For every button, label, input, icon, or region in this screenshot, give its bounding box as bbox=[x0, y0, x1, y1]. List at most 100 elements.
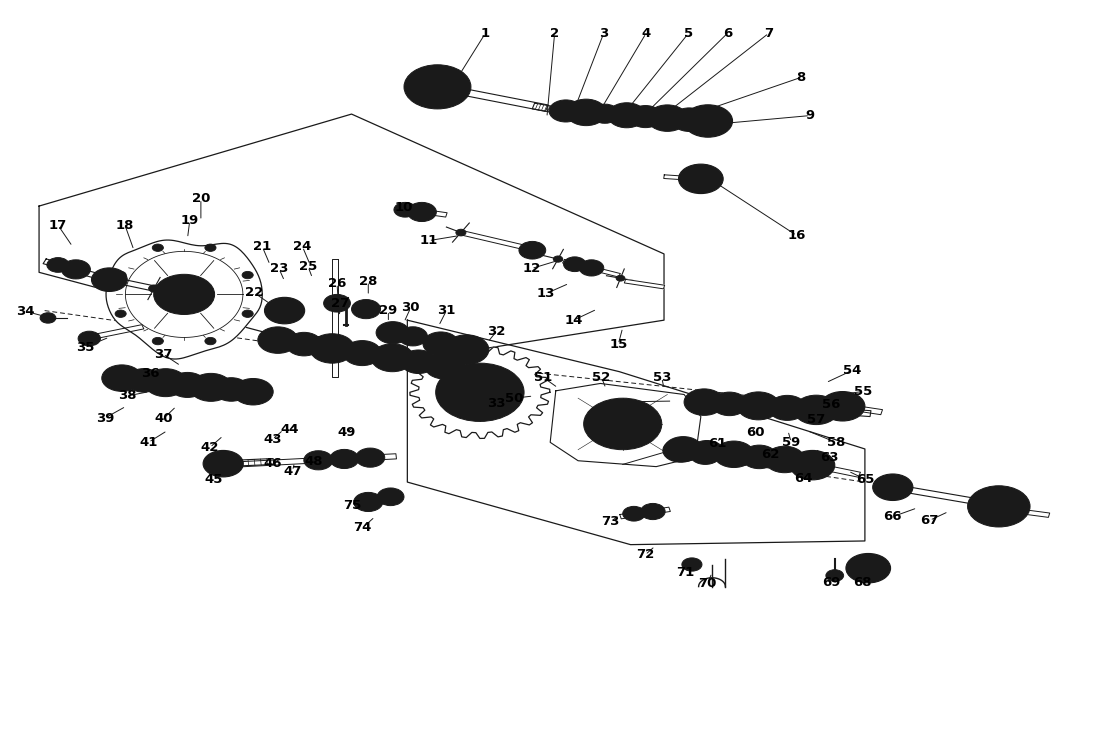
Circle shape bbox=[995, 488, 1002, 492]
Circle shape bbox=[435, 363, 525, 422]
Circle shape bbox=[115, 310, 126, 317]
Text: 29: 29 bbox=[379, 304, 397, 317]
Circle shape bbox=[205, 337, 217, 344]
Text: 56: 56 bbox=[822, 398, 840, 411]
Circle shape bbox=[628, 105, 662, 127]
Polygon shape bbox=[267, 336, 470, 372]
Text: 24: 24 bbox=[294, 240, 311, 253]
Text: 13: 13 bbox=[537, 287, 555, 300]
Circle shape bbox=[564, 257, 586, 272]
Circle shape bbox=[424, 353, 464, 379]
Text: 14: 14 bbox=[565, 314, 583, 327]
Circle shape bbox=[712, 392, 748, 416]
Polygon shape bbox=[624, 280, 665, 289]
Circle shape bbox=[398, 327, 427, 346]
Circle shape bbox=[413, 74, 420, 79]
Text: 74: 74 bbox=[354, 521, 372, 534]
Circle shape bbox=[549, 100, 583, 122]
Circle shape bbox=[408, 85, 415, 89]
Polygon shape bbox=[104, 276, 155, 291]
Circle shape bbox=[344, 341, 382, 366]
Polygon shape bbox=[460, 230, 531, 251]
Text: 40: 40 bbox=[155, 411, 173, 425]
Circle shape bbox=[684, 389, 724, 415]
Circle shape bbox=[233, 378, 273, 405]
Circle shape bbox=[205, 244, 217, 252]
Text: 28: 28 bbox=[359, 275, 377, 288]
Circle shape bbox=[826, 570, 844, 581]
Circle shape bbox=[152, 244, 163, 252]
Circle shape bbox=[442, 68, 449, 73]
Circle shape bbox=[768, 395, 806, 420]
Circle shape bbox=[459, 378, 501, 406]
Polygon shape bbox=[354, 492, 403, 508]
Polygon shape bbox=[562, 260, 620, 277]
Text: 34: 34 bbox=[17, 305, 35, 318]
Circle shape bbox=[460, 85, 466, 89]
Text: 9: 9 bbox=[806, 109, 815, 122]
Text: 22: 22 bbox=[246, 286, 263, 300]
Text: 19: 19 bbox=[181, 214, 199, 227]
Text: 25: 25 bbox=[299, 260, 317, 273]
Circle shape bbox=[764, 446, 805, 473]
Text: 10: 10 bbox=[395, 201, 413, 214]
Circle shape bbox=[426, 101, 433, 105]
Polygon shape bbox=[690, 398, 870, 417]
Text: 21: 21 bbox=[253, 240, 271, 253]
Text: 30: 30 bbox=[402, 301, 420, 314]
Circle shape bbox=[1013, 493, 1019, 497]
Circle shape bbox=[857, 561, 879, 576]
Circle shape bbox=[242, 272, 253, 279]
Circle shape bbox=[203, 450, 243, 477]
Text: 48: 48 bbox=[305, 455, 323, 468]
Polygon shape bbox=[84, 325, 144, 341]
Circle shape bbox=[790, 450, 835, 480]
Polygon shape bbox=[666, 445, 827, 467]
Text: 68: 68 bbox=[854, 576, 872, 590]
Circle shape bbox=[310, 333, 355, 363]
Circle shape bbox=[377, 488, 404, 506]
Circle shape bbox=[979, 493, 984, 497]
Circle shape bbox=[603, 411, 643, 437]
Circle shape bbox=[455, 95, 462, 99]
Circle shape bbox=[61, 260, 90, 279]
Polygon shape bbox=[223, 454, 396, 467]
Text: 15: 15 bbox=[609, 338, 627, 351]
Text: 42: 42 bbox=[201, 441, 219, 454]
Text: 26: 26 bbox=[328, 277, 346, 290]
Circle shape bbox=[793, 395, 838, 425]
Text: 55: 55 bbox=[854, 385, 872, 398]
Circle shape bbox=[682, 558, 702, 571]
Text: 46: 46 bbox=[263, 457, 281, 470]
Circle shape bbox=[372, 344, 414, 372]
Circle shape bbox=[689, 171, 713, 187]
Text: 31: 31 bbox=[437, 304, 455, 317]
Circle shape bbox=[126, 369, 162, 392]
Text: 69: 69 bbox=[822, 576, 840, 590]
Circle shape bbox=[690, 444, 721, 464]
Circle shape bbox=[404, 65, 471, 109]
Text: 38: 38 bbox=[118, 389, 136, 403]
Circle shape bbox=[47, 258, 69, 272]
Circle shape bbox=[401, 350, 436, 374]
Polygon shape bbox=[664, 175, 698, 180]
Circle shape bbox=[148, 285, 160, 292]
Circle shape bbox=[685, 106, 730, 135]
Circle shape bbox=[1013, 516, 1019, 520]
Text: 16: 16 bbox=[788, 229, 806, 242]
Circle shape bbox=[679, 164, 723, 194]
Polygon shape bbox=[811, 463, 860, 477]
Circle shape bbox=[144, 369, 186, 397]
Circle shape bbox=[324, 294, 350, 312]
Circle shape bbox=[846, 553, 891, 583]
Circle shape bbox=[376, 322, 410, 344]
Circle shape bbox=[330, 450, 359, 469]
Polygon shape bbox=[108, 374, 267, 396]
Text: 32: 32 bbox=[488, 325, 506, 338]
Text: 35: 35 bbox=[76, 341, 94, 354]
Circle shape bbox=[830, 398, 855, 414]
Circle shape bbox=[1020, 504, 1027, 509]
Text: 41: 41 bbox=[140, 436, 157, 449]
Circle shape bbox=[683, 105, 732, 137]
Circle shape bbox=[354, 492, 383, 512]
